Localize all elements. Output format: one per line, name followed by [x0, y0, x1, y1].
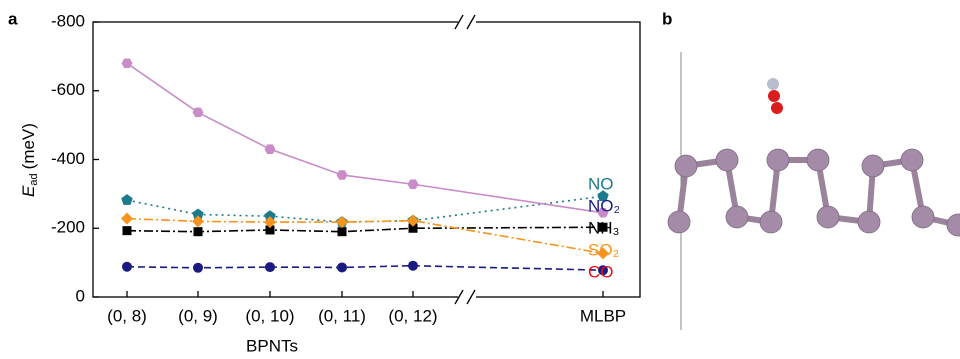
y-label-main: E: [19, 185, 38, 197]
marker: [337, 170, 348, 180]
marker: [408, 179, 419, 189]
series-line: [127, 63, 603, 213]
y-tick-label: -200: [51, 218, 85, 237]
plot-frame: [93, 22, 640, 297]
axis-break: [455, 15, 476, 304]
x-tick-label: (0, 9): [178, 306, 218, 325]
x-tick-label: (0, 11): [318, 306, 366, 325]
legend-label: NH₃: [588, 218, 619, 237]
marker: [122, 262, 132, 272]
marker: [265, 262, 275, 272]
marker: [338, 227, 347, 236]
marker: [121, 194, 132, 205]
legend-label: SO₂: [588, 240, 619, 259]
structure-image: [668, 52, 960, 330]
y-tick-label: 0: [76, 286, 85, 305]
x-tick-label: MLBP: [580, 306, 626, 325]
legend-label: NO₂: [588, 196, 620, 215]
y-tick-label: -400: [51, 149, 85, 168]
marker: [121, 213, 133, 225]
marker: [123, 226, 132, 235]
y-axis-label: Ead (meV): [19, 123, 39, 197]
marker: [194, 227, 203, 236]
x-axis-label: BPNTs: [246, 336, 298, 355]
legend-label: CO: [588, 262, 614, 281]
x-tick-label: (0, 10): [245, 306, 294, 325]
marker: [193, 263, 203, 273]
marker: [336, 216, 348, 228]
x-tick-label: (0, 12): [388, 306, 437, 325]
marker: [265, 144, 276, 154]
panel-label: a: [8, 9, 18, 28]
x-tick-label: (0, 8): [107, 306, 147, 325]
y-tick-label: -600: [51, 80, 85, 99]
panel-label: b: [662, 9, 672, 28]
y-label-unit: (meV): [19, 123, 38, 169]
marker: [337, 262, 347, 272]
y-tick-label: -800: [51, 11, 85, 30]
marker: [408, 261, 418, 271]
figure: a b Ead (meV) BPNTs 0 -200 -400 -600 -800 (0, …: [0, 0, 960, 359]
legend-label: NO: [588, 174, 614, 193]
y-label-sub: ad: [28, 173, 40, 185]
